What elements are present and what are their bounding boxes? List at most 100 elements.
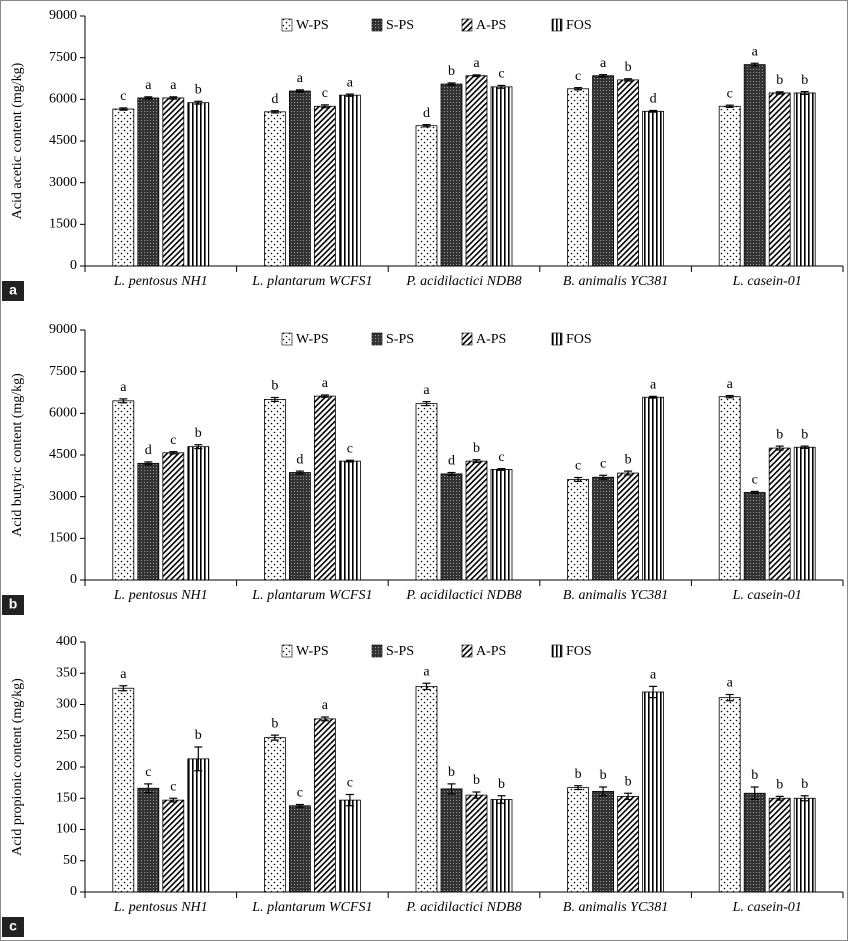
bar (465, 460, 488, 581)
bar (793, 446, 816, 581)
bar (592, 75, 614, 267)
y-tick-label: 100 (56, 822, 77, 837)
error-bar (649, 395, 658, 399)
bar (338, 799, 361, 893)
error-bar (472, 791, 481, 799)
error-bar (194, 746, 203, 772)
error-bar (270, 396, 279, 402)
bar (288, 472, 311, 581)
bar (313, 718, 336, 893)
significance-letter: a (347, 75, 354, 90)
bar (313, 395, 336, 581)
bar (263, 737, 286, 893)
y-tick-label: 150 (56, 790, 77, 805)
significance-letter: a (322, 698, 329, 713)
bar (440, 788, 463, 893)
y-tick-label: 6000 (49, 406, 77, 421)
bar (187, 758, 210, 893)
bar (137, 787, 160, 893)
significance-letter: b (751, 768, 758, 783)
error-bar (194, 444, 203, 450)
panel-label-box (2, 917, 24, 937)
bar (112, 400, 135, 581)
error-bar (320, 394, 329, 398)
y-tick-label: 50 (63, 853, 77, 868)
bar (313, 105, 336, 267)
significance-letter: b (801, 427, 808, 442)
panel-label: a (9, 282, 17, 298)
panel: 0 1500 3000 4500 6000 7500 9000 Acid butyric co… (2, 322, 844, 615)
x-tick-label: L. pentosus NH1 (113, 274, 208, 289)
bar (440, 473, 463, 581)
bar (490, 86, 513, 267)
legend-label: S-PS (386, 644, 414, 659)
significance-letter: a (170, 78, 177, 93)
bar (187, 102, 210, 267)
significance-letter: d (448, 454, 455, 469)
x-tick-label: B. animalis YC381 (563, 900, 668, 915)
significance-letter: b (195, 426, 202, 441)
significance-letter: a (650, 378, 657, 393)
bar (187, 446, 210, 581)
error-bar (497, 468, 506, 471)
error-bar (775, 795, 784, 801)
significance-letter: b (195, 82, 202, 97)
legend-label: A-PS (476, 644, 506, 659)
error-bar (144, 96, 153, 100)
error-bar (750, 786, 759, 801)
bar (112, 687, 135, 893)
y-axis-label: Acid acetic content (mg/kg) (10, 62, 25, 219)
y-tick-label: 9000 (49, 8, 77, 23)
significance-letter: c (170, 779, 176, 794)
bar (338, 94, 361, 267)
legend-label: A-PS (476, 332, 506, 347)
significance-letter: a (120, 667, 127, 682)
legend-label: A-PS (476, 18, 506, 33)
bar (592, 476, 614, 581)
error-bar (119, 107, 128, 111)
error-bar (422, 401, 431, 407)
x-tick-label: L. pentosus NH1 (113, 900, 208, 915)
bar (162, 452, 185, 581)
y-tick-label: 9000 (49, 322, 77, 337)
significance-letter: c (752, 473, 758, 488)
error-bar (574, 476, 583, 482)
y-tick-label: 1500 (49, 217, 77, 232)
bar (490, 799, 513, 893)
error-bar (320, 104, 329, 109)
bar (263, 399, 286, 581)
bar (567, 479, 589, 581)
bar (768, 92, 791, 267)
significance-letter: a (297, 71, 304, 86)
bar (642, 691, 664, 893)
bar (415, 685, 438, 893)
bar (567, 88, 589, 267)
significance-letter: c (297, 786, 303, 801)
legend-swatch (461, 332, 473, 346)
legend-swatch (461, 18, 473, 32)
x-tick-label: L. casein-01 (732, 900, 802, 915)
bar (743, 792, 766, 893)
significance-letter: b (776, 778, 783, 793)
significance-letter: b (625, 60, 632, 75)
y-tick-label: 400 (56, 634, 77, 649)
error-bar (649, 109, 658, 113)
error-bar (800, 445, 809, 449)
significance-letter: a (752, 44, 759, 59)
bar (793, 92, 816, 267)
panel-label: c (9, 918, 17, 934)
legend-label: W-PS (296, 332, 329, 347)
legend-swatch (281, 644, 293, 658)
error-bar (144, 461, 153, 466)
bar (465, 794, 488, 893)
significance-letter: b (271, 716, 278, 731)
error-bar (447, 471, 456, 476)
error-bar (750, 62, 759, 67)
significance-letter: c (170, 433, 176, 448)
panel-label-box (2, 281, 24, 301)
significance-letter: c (727, 86, 733, 101)
significance-letter: d (296, 452, 303, 467)
y-tick-label: 3000 (49, 175, 77, 190)
significance-letter: b (776, 73, 783, 88)
significance-letter: d (423, 106, 430, 121)
